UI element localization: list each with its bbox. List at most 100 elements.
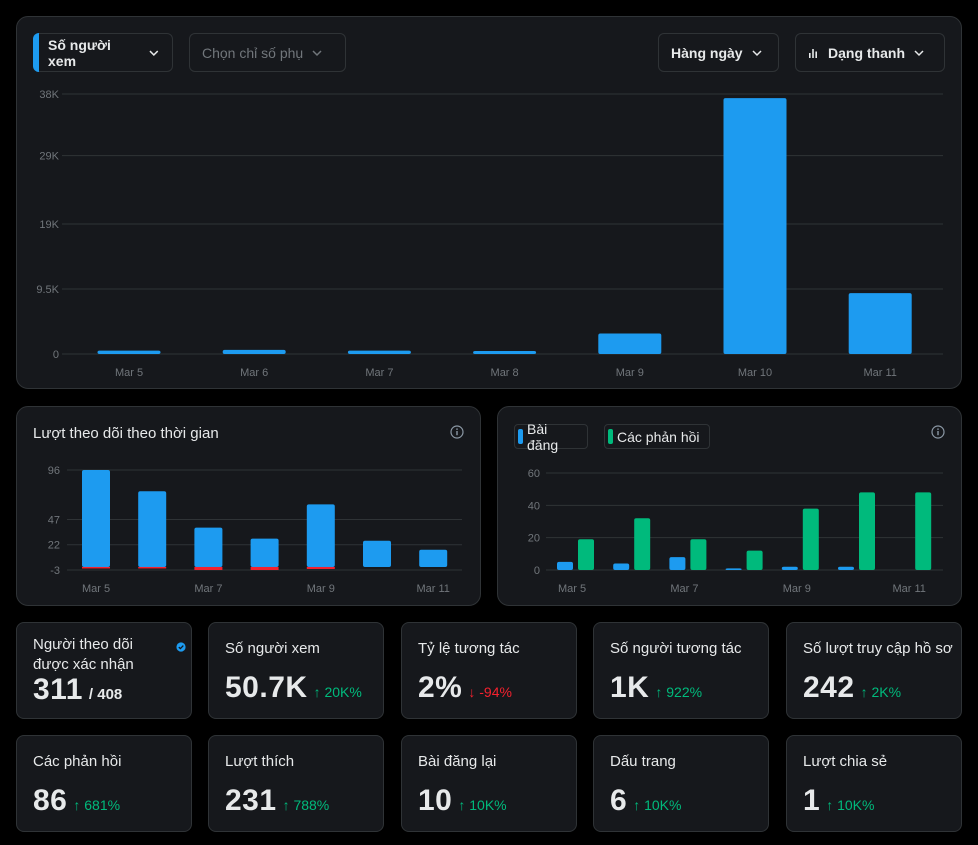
stat-delta: ↓ -94% <box>468 684 512 700</box>
posts-bar <box>613 563 630 570</box>
replies-bar <box>802 508 819 570</box>
posts-bar <box>669 557 686 570</box>
followers-lost-bar <box>306 566 335 569</box>
followers-lost-bar <box>82 566 110 569</box>
stat-viewers[interactable]: Số người xem 50.7K ↑ 20K% <box>208 622 384 719</box>
followers-lost-bar <box>138 566 167 569</box>
replies-bar <box>859 492 875 570</box>
legend-posts[interactable]: Bài đăng <box>514 421 588 453</box>
y-tick-label: 0 <box>534 565 540 577</box>
secondary-metric-select[interactable]: Chọn chỉ số phụ <box>189 33 346 72</box>
posts-bar <box>781 566 798 570</box>
metric-select[interactable]: Số người xem <box>33 33 173 72</box>
stat-label: Người theo dõi được xác nhận <box>33 636 134 673</box>
stat-delta: ↑ 20K% <box>313 684 362 700</box>
y-tick-label: 29K <box>39 151 59 163</box>
x-tick-label: Mar 8 <box>491 367 519 379</box>
info-icon[interactable] <box>931 425 945 439</box>
stat-value: 86 <box>33 784 68 817</box>
stat-delta: ↑ 922% <box>655 684 703 700</box>
chart-type-select[interactable]: Dạng thanh <box>795 33 945 72</box>
bar-mar-9 <box>598 333 662 354</box>
posts-bar-chart: 0 20 40 60 Mar 5 Mar 7 Mar 9 Mar 11 <box>528 468 943 595</box>
y-tick-label: 20 <box>528 533 540 545</box>
chevron-down-icon <box>914 49 924 56</box>
followers-gained-bar <box>194 527 223 567</box>
y-tick-label: 22 <box>48 540 60 552</box>
main-chart-card: Số người xem Chọn chỉ số phụ Hàng ngày D… <box>16 16 962 389</box>
followers-gained-bar <box>138 491 167 567</box>
x-tick-label: Mar 9 <box>307 583 335 595</box>
stat-delta: ↑ 681% <box>73 797 121 813</box>
bar-mar-6 <box>222 349 286 354</box>
stat-label: Lượt thích <box>225 753 295 770</box>
secondary-metric-label: Chọn chỉ số phụ <box>202 44 304 61</box>
chart-type-label: Dạng thanh <box>828 44 905 61</box>
stat-value: 6 <box>610 784 628 817</box>
stat-label: Số người xem <box>225 640 320 657</box>
followers-chart-card: Lượt theo dõi theo thời gian -3 22 47 96 Mar… <box>16 406 481 606</box>
y-tick-label: 0 <box>53 349 59 361</box>
posts-bar <box>725 568 742 570</box>
stat-replies[interactable]: Các phản hồi 86 ↑ 681% <box>16 735 192 832</box>
replies-bar <box>578 539 594 570</box>
stat-shares[interactable]: Lượt chia sẻ 1 ↑ 10K% <box>786 735 962 832</box>
metric-accent-bar <box>33 33 39 72</box>
chevron-down-icon <box>149 50 159 56</box>
replies-bar <box>915 492 932 570</box>
legend-posts-swatch <box>518 429 523 444</box>
y-tick-label: 60 <box>528 468 540 480</box>
stat-verified-followers[interactable]: Người theo dõi được xác nhận 311 / 408 <box>16 622 192 719</box>
stat-value: 1K <box>610 671 650 704</box>
stat-value: 2% <box>418 671 463 704</box>
replies-bar <box>746 550 763 570</box>
x-tick-label: Mar 11 <box>892 583 925 595</box>
x-tick-label: Mar 9 <box>616 367 644 379</box>
bar-mar-11 <box>848 293 912 354</box>
stat-engaged-users[interactable]: Số người tương tác 1K ↑ 922% <box>593 622 769 719</box>
verified-badge-icon <box>176 642 186 652</box>
x-tick-label: Mar 10 <box>738 367 772 379</box>
posts-bar <box>557 561 573 570</box>
x-tick-label: Mar 5 <box>115 367 143 379</box>
replies-bar <box>634 518 651 570</box>
y-tick-label: 96 <box>48 465 60 477</box>
stat-delta: ↑ 2K% <box>860 684 902 700</box>
stat-delta: ↑ 10K% <box>633 797 682 813</box>
legend-replies-swatch <box>608 429 613 444</box>
x-tick-label: Mar 11 <box>863 367 896 379</box>
interval-select[interactable]: Hàng ngày <box>658 33 779 72</box>
stat-value: 242 <box>803 671 855 704</box>
x-tick-label: Mar 9 <box>783 583 811 595</box>
stat-value: 50.7K <box>225 671 308 704</box>
followers-gained-bar <box>419 549 448 567</box>
x-tick-label: Mar 5 <box>558 583 586 595</box>
bar-mar-10 <box>723 98 787 355</box>
stat-value: 311 <box>33 673 83 706</box>
stat-label: Các phản hồi <box>33 753 122 770</box>
y-tick-label: 38K <box>39 89 59 101</box>
legend-posts-label: Bài đăng <box>527 420 559 453</box>
info-icon[interactable] <box>450 425 464 439</box>
stat-bookmarks[interactable]: Dấu trang 6 ↑ 10K% <box>593 735 769 832</box>
y-tick-label: 19K <box>39 219 59 231</box>
chevron-down-icon <box>312 49 322 56</box>
x-tick-label: Mar 7 <box>194 583 222 595</box>
stat-delta: ↑ 10K% <box>826 797 875 813</box>
posts-bar <box>838 566 854 570</box>
x-tick-label: Mar 7 <box>365 367 393 379</box>
bar-mar-8 <box>473 351 537 354</box>
replies-bar <box>690 539 707 570</box>
main-bar-chart: 0 9.5K 19K 29K 38K Mar 5 Mar 6 Mar 7 Mar 8 Mar 9 M… <box>36 89 943 379</box>
stat-profile-visits[interactable]: Số lượt truy cập hồ sơ 242 ↑ 2K% <box>786 622 962 719</box>
bar-mar-5 <box>97 350 161 354</box>
stat-engagement-rate[interactable]: Tỷ lệ tương tác 2% ↓ -94% <box>401 622 577 719</box>
stat-label: Lượt chia sẻ <box>803 753 888 770</box>
followers-gained-bar <box>250 538 279 567</box>
followers-gained-bar <box>82 470 110 567</box>
stat-likes[interactable]: Lượt thích 231 ↑ 788% <box>208 735 384 832</box>
legend-replies[interactable]: Các phản hồi <box>604 424 710 449</box>
stat-reposts[interactable]: Bài đăng lại 10 ↑ 10K% <box>401 735 577 832</box>
metric-select-label: Số người xem <box>48 36 111 69</box>
posts-chart-card: Bài đăng Các phản hồi 0 20 40 60 Mar 5 Mar 7 M… <box>497 406 962 606</box>
